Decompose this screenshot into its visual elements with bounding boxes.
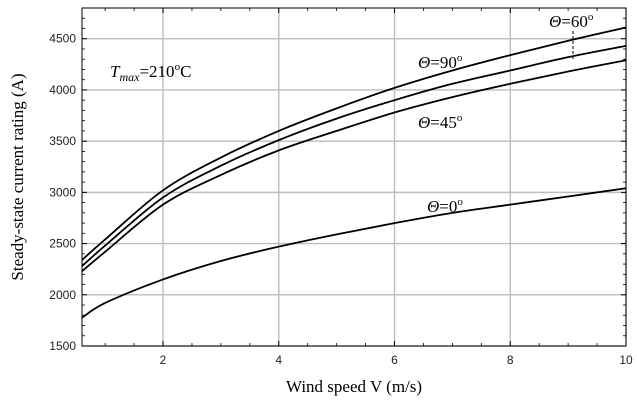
y-axis-label: Steady-state current rating (A) (8, 73, 27, 280)
theta90-annotation: Θ=90o (418, 52, 463, 72)
curves (81, 26, 627, 319)
x-tick-label: 4 (275, 353, 282, 367)
theta45-annotation: Θ=45o (418, 112, 463, 132)
y-tick-label: 2500 (49, 237, 76, 251)
x-axis-label: Wind speed V (m/s) (286, 377, 422, 396)
y-tick-label: 2000 (49, 288, 76, 302)
plot-frame (81, 7, 627, 347)
series-line-3 (81, 187, 627, 319)
y-tick-label: 1500 (49, 339, 76, 353)
y-tick-label: 3000 (49, 185, 76, 199)
tick-labels: 2 4 6 8 10 1500 2000 2500 3000 3500 4000 4500 (49, 32, 633, 367)
x-tick-label: 10 (619, 353, 633, 367)
grid (82, 8, 627, 347)
x-tick-label: 8 (507, 353, 514, 367)
series-line-1 (81, 45, 627, 267)
y-tick-label: 4500 (49, 32, 76, 46)
theta0-annotation: Θ=0o (427, 196, 463, 216)
x-tick-label: 6 (391, 353, 398, 367)
series-line-0 (81, 26, 627, 261)
x-tick-label: 2 (160, 353, 167, 367)
y-tick-label: 3500 (49, 134, 76, 148)
y-tick-label: 4000 (49, 83, 76, 97)
theta60-annotation: Θ=60o (549, 11, 594, 31)
series-line-2 (81, 59, 627, 272)
tmax-annotation: Tmax=210oC (110, 61, 191, 84)
ticks (82, 8, 627, 347)
